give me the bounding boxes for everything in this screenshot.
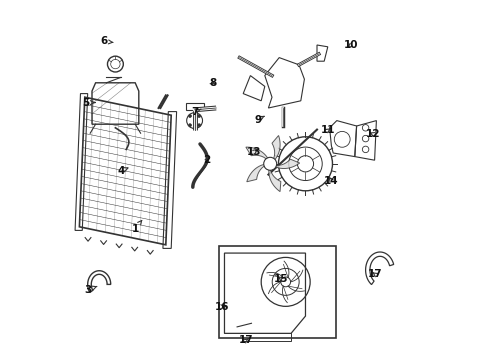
Polygon shape [269,168,281,192]
Circle shape [189,114,192,117]
Text: 5: 5 [82,98,95,108]
Text: 10: 10 [344,40,359,50]
Text: 9: 9 [254,114,264,125]
Text: 8: 8 [209,78,216,88]
Text: 7: 7 [191,107,201,117]
Circle shape [198,114,200,117]
Circle shape [264,157,277,170]
Text: 11: 11 [320,125,335,135]
Polygon shape [246,147,268,160]
Text: 16: 16 [214,302,229,312]
Text: 4: 4 [117,166,128,176]
Text: 3: 3 [84,285,97,295]
Text: 13: 13 [247,147,261,157]
Polygon shape [219,246,336,338]
Text: 2: 2 [203,155,211,165]
Text: 12: 12 [366,129,380,139]
Text: 17: 17 [368,269,383,279]
Polygon shape [274,159,300,168]
Text: 1: 1 [132,220,142,234]
Text: 17: 17 [239,335,253,345]
Text: 6: 6 [100,36,113,46]
Circle shape [189,124,192,127]
Circle shape [198,124,200,127]
Polygon shape [272,135,280,160]
Text: 15: 15 [274,274,288,284]
Text: 14: 14 [324,176,339,186]
Polygon shape [247,165,266,182]
